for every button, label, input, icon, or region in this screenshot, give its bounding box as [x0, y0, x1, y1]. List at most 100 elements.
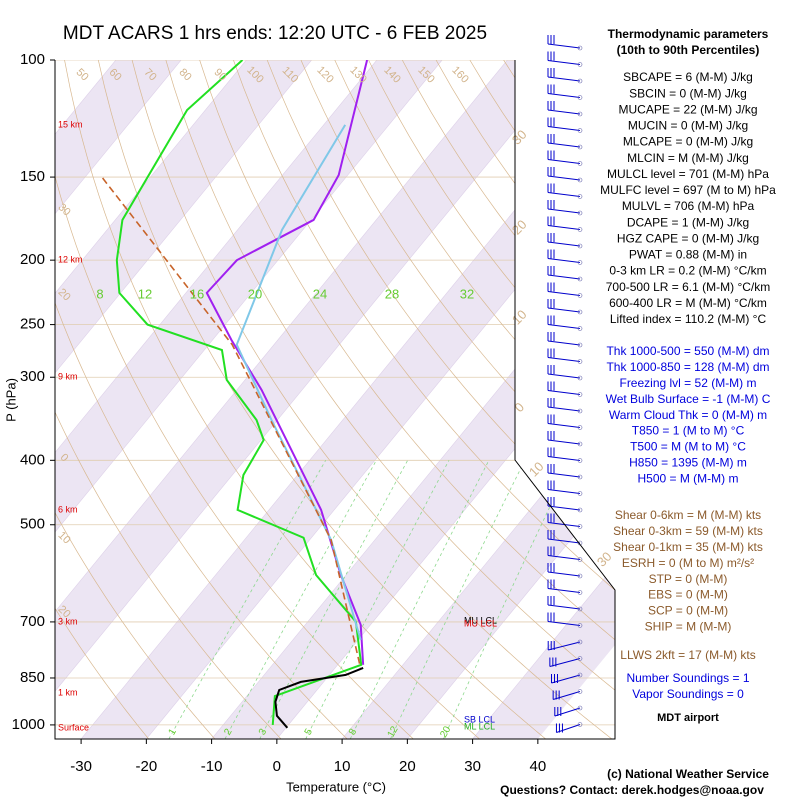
parameter-line: Number Soundings = 1	[626, 671, 749, 685]
wind-station	[577, 722, 583, 727]
adiabat-label: 80	[176, 66, 193, 83]
parameter-line: Freezing lvl = 52 (M-M) m	[619, 376, 756, 390]
parameter-line: Vapor Soundings = 0	[632, 687, 744, 701]
wind-barb	[553, 691, 581, 700]
parameter-line: T850 = 1 (M to M) °C	[632, 424, 745, 438]
height-label: Surface	[58, 722, 89, 732]
wind-barb	[547, 439, 581, 445]
dry-adiabat	[55, 60, 348, 739]
wind-station	[577, 177, 583, 183]
wind-barb	[547, 406, 581, 412]
dry-adiabat	[233, 60, 615, 739]
wind-barb	[547, 208, 581, 214]
adiabat-label: 90	[211, 66, 228, 83]
parameter-line: SBCAPE = 6 (M-M) J/kg	[623, 70, 753, 84]
wind-station	[577, 524, 583, 529]
wind-station	[577, 161, 583, 166]
moisture-label: 32	[460, 286, 474, 301]
wind-station	[577, 441, 583, 447]
y-tick-label: 700	[20, 613, 45, 630]
y-tick-label: 200	[20, 251, 45, 268]
station: MDT airport	[657, 712, 719, 724]
y-tick-label: 500	[20, 516, 45, 533]
wind-barb	[547, 142, 581, 148]
moisture-label: 28	[385, 286, 399, 301]
isotherm	[407, 60, 615, 739]
dry-adiabat	[131, 60, 613, 739]
dry-adiabat	[97, 60, 546, 739]
wind-barb	[547, 423, 581, 428]
dry-adiabat	[55, 60, 149, 739]
lcl-annotation: SB LCL	[464, 714, 495, 724]
parameter-line: MULCL level = 701 (M-M) hPa	[607, 167, 769, 181]
height-label: 15 km	[58, 119, 83, 129]
mixing-ratio-line	[443, 460, 573, 739]
dry-adiabat	[334, 60, 615, 739]
wind-barb	[549, 658, 581, 667]
x-tick-label: 30	[464, 758, 481, 775]
wind-barb	[547, 505, 581, 511]
parameter-line: SHIP = M (M-M)	[645, 619, 732, 633]
parameter-line: EBS = 0 (M-M)	[648, 588, 728, 602]
dry-adiabat	[266, 60, 615, 739]
moisture-label: 16	[190, 286, 204, 301]
parameter-line: 600-400 LR = M (M-M) °C/km	[609, 296, 767, 310]
contact: Questions? Contact: derek.hodges@noaa.go…	[500, 783, 764, 797]
parameter-line: SBCIN = 0 (M-M) J/kg	[629, 86, 747, 100]
parameter-line: Wet Bulb Surface = -1 (M-M) C	[606, 392, 771, 406]
wind-barb	[554, 707, 581, 717]
parameter-line: 0-3 km LR = 0.2 (M-M) °C/km	[609, 264, 766, 278]
wind-barb	[547, 43, 581, 49]
parameter-line: H500 = M (M-M) m	[637, 471, 738, 485]
dry-adiabat	[64, 60, 480, 739]
wind-barb	[547, 373, 581, 379]
x-tick-label: -10	[201, 758, 223, 775]
parameter-line: H850 = 1395 (M-M) m	[629, 455, 747, 469]
y-tick-label: 100	[20, 51, 45, 68]
dry-adiabat	[199, 60, 615, 739]
wind-station	[577, 408, 583, 414]
wind-barb	[547, 456, 581, 461]
parameter-line: Shear 0-6km = M (M-M) kts	[615, 508, 761, 522]
isotherm	[55, 60, 443, 739]
mixing-ratio-label: 2	[222, 727, 235, 738]
x-tick-label: 20	[399, 758, 416, 775]
parameter-line: Warm Cloud Thk = 0 (M-M) m	[609, 408, 767, 422]
height-label: 12 km	[58, 254, 83, 264]
wind-station	[577, 557, 583, 562]
isotherm-band	[342, 60, 615, 739]
wind-station	[577, 210, 583, 216]
mixing-ratio-line	[259, 460, 409, 739]
wind-station	[577, 623, 583, 628]
isotherm-label: 10	[55, 529, 72, 546]
parameter-line: Thk 1000-850 = 128 (M-M) dm	[606, 360, 769, 374]
wind-station	[577, 309, 583, 315]
y-tick-label: 400	[20, 451, 45, 468]
wind-station	[577, 62, 583, 67]
wind-barb	[547, 60, 581, 65]
wind-barb	[547, 571, 581, 577]
panel-subtitle: (10th to 90th Percentiles)	[617, 43, 760, 57]
parameter-line: MUCIN = 0 (M-M) J/kg	[628, 119, 748, 133]
mixing-ratio-line	[305, 460, 450, 739]
moisture-label: 12	[138, 286, 152, 301]
wind-barb	[547, 175, 581, 181]
moisture-label: 20	[248, 286, 262, 301]
y-tick-label: 300	[20, 368, 45, 385]
wind-station	[577, 227, 583, 232]
wind-station	[577, 260, 583, 265]
parameter-line: Shear 0-3km = 59 (M-M) kts	[613, 524, 763, 538]
profile-line	[235, 124, 362, 641]
parameter-line: 700-500 LR = 6.1 (M-M) °C/km	[606, 280, 771, 294]
wind-station	[577, 194, 583, 199]
parameter-line: MLCAPE = 0 (M-M) J/kg	[623, 135, 753, 149]
wind-station	[577, 458, 583, 463]
lcl-annotation: MU LCL	[464, 618, 497, 628]
parameter-line: Shear 0-1km = 35 (M-M) kts	[613, 540, 763, 554]
wind-station	[577, 111, 583, 117]
wind-station	[577, 507, 583, 513]
wind-barb	[547, 192, 581, 197]
wind-barb	[547, 340, 581, 346]
wind-barb	[547, 489, 581, 494]
